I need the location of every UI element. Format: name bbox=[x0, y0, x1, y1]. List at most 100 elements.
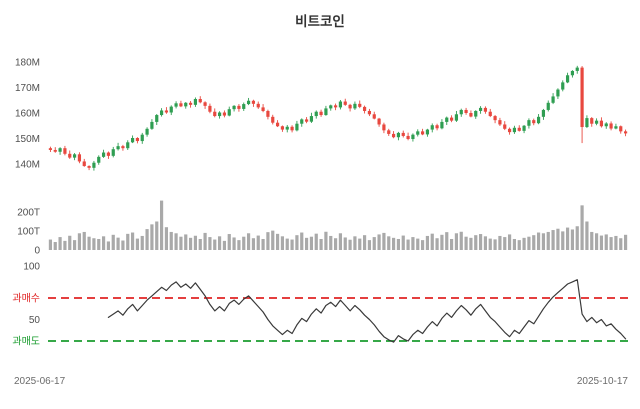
volume-bar bbox=[551, 230, 555, 250]
candle-body bbox=[295, 123, 299, 131]
candle-body bbox=[406, 135, 410, 140]
candle-body bbox=[536, 116, 541, 124]
rsi-line bbox=[107, 279, 627, 343]
candle-body bbox=[498, 120, 502, 125]
volume-bar bbox=[449, 238, 454, 250]
candle-body bbox=[169, 106, 173, 113]
volume-bar bbox=[522, 237, 526, 250]
volume-bar bbox=[382, 232, 386, 250]
volume-bar bbox=[208, 237, 212, 250]
candle-body bbox=[309, 116, 314, 122]
volume-bar bbox=[271, 230, 275, 250]
volume-bar bbox=[295, 235, 299, 250]
candle-body bbox=[474, 110, 478, 117]
candle-body bbox=[551, 96, 555, 103]
volume-bar bbox=[493, 239, 497, 250]
volume-bar bbox=[488, 238, 492, 250]
candle-body bbox=[116, 146, 120, 150]
volume-bar bbox=[77, 233, 82, 250]
candle-body bbox=[619, 126, 623, 132]
volume-bar bbox=[111, 234, 115, 250]
volume-bar bbox=[387, 236, 391, 250]
candle-body bbox=[570, 70, 575, 76]
candle-body bbox=[585, 118, 589, 128]
volume-bar bbox=[406, 239, 410, 250]
volume-bar bbox=[619, 238, 623, 250]
volume-y-tick-label: 200T bbox=[17, 208, 40, 219]
volume-bar bbox=[454, 233, 459, 250]
volume-bar bbox=[237, 240, 241, 250]
volume-bar bbox=[188, 237, 193, 250]
volume-bar bbox=[213, 239, 217, 250]
candle-body bbox=[111, 149, 115, 156]
candle-body bbox=[493, 116, 497, 121]
candle-body bbox=[333, 105, 338, 108]
candle-body bbox=[319, 111, 323, 116]
candle-body bbox=[155, 115, 159, 122]
candle-body bbox=[599, 120, 604, 127]
candle-body bbox=[87, 166, 91, 168]
candle-body bbox=[614, 126, 618, 129]
candle-body bbox=[72, 154, 77, 158]
volume-bar bbox=[324, 231, 328, 250]
candle-body bbox=[63, 148, 67, 154]
volume-bar bbox=[343, 237, 347, 250]
volume-bar bbox=[532, 235, 536, 250]
candle-body bbox=[188, 102, 193, 105]
volume-bar bbox=[474, 235, 478, 250]
candle-body bbox=[324, 108, 328, 116]
volume-bar bbox=[251, 238, 256, 250]
candle-body bbox=[358, 103, 362, 107]
candle-body bbox=[382, 124, 386, 131]
volume-bar bbox=[126, 233, 130, 250]
rsi-y-tick-label: 50 bbox=[29, 315, 41, 326]
volume-bar bbox=[377, 234, 381, 250]
volume-bar bbox=[623, 234, 628, 250]
volume-bar bbox=[232, 237, 236, 250]
candle-body bbox=[425, 129, 430, 135]
candle-body bbox=[135, 137, 140, 142]
candle-body bbox=[517, 127, 521, 131]
price-y-tick-label: 170M bbox=[15, 83, 40, 94]
price-y-tick-label: 160M bbox=[15, 109, 40, 120]
candle-body bbox=[164, 110, 169, 113]
candle-body bbox=[532, 120, 536, 124]
candle-body bbox=[367, 110, 372, 115]
candle-body bbox=[353, 103, 357, 109]
candle-body bbox=[300, 119, 304, 124]
volume-bar bbox=[242, 236, 246, 250]
candle-body bbox=[483, 107, 488, 112]
candle-body bbox=[126, 142, 130, 149]
price-y-tick-label: 140M bbox=[15, 160, 40, 171]
candle-body bbox=[387, 130, 391, 134]
volume-bar bbox=[570, 229, 575, 250]
candle-body bbox=[121, 146, 125, 149]
volume-bar bbox=[184, 234, 188, 250]
volume-bar bbox=[527, 236, 531, 250]
volume-bar bbox=[362, 235, 367, 250]
volume-bar bbox=[63, 240, 67, 250]
volume-bar bbox=[169, 231, 173, 250]
candle-body bbox=[459, 109, 463, 115]
chart-title: 비트코인 bbox=[295, 13, 345, 29]
volume-bar bbox=[338, 233, 343, 250]
volume-bar bbox=[396, 238, 401, 250]
volume-bar bbox=[575, 226, 579, 250]
volume-bar bbox=[372, 237, 376, 250]
candle-body bbox=[285, 126, 289, 130]
candle-body bbox=[106, 152, 111, 156]
candle-body bbox=[140, 134, 144, 142]
volume-bar bbox=[435, 238, 439, 250]
y-axis-tick-labels: 140M 150M 160M 170M 180M 0 100T 200T 100 50 bbox=[15, 58, 40, 327]
volume-bar bbox=[507, 234, 512, 250]
candle-body bbox=[401, 132, 405, 136]
volume-bar bbox=[82, 231, 86, 250]
volume-bar bbox=[391, 237, 396, 250]
candle-body bbox=[580, 67, 584, 128]
candle-body bbox=[48, 148, 53, 150]
volume-bar bbox=[155, 221, 159, 250]
volume-bar bbox=[97, 238, 101, 250]
volume-bar bbox=[145, 229, 149, 250]
volume-bar bbox=[314, 233, 318, 250]
candle-body bbox=[184, 102, 188, 107]
